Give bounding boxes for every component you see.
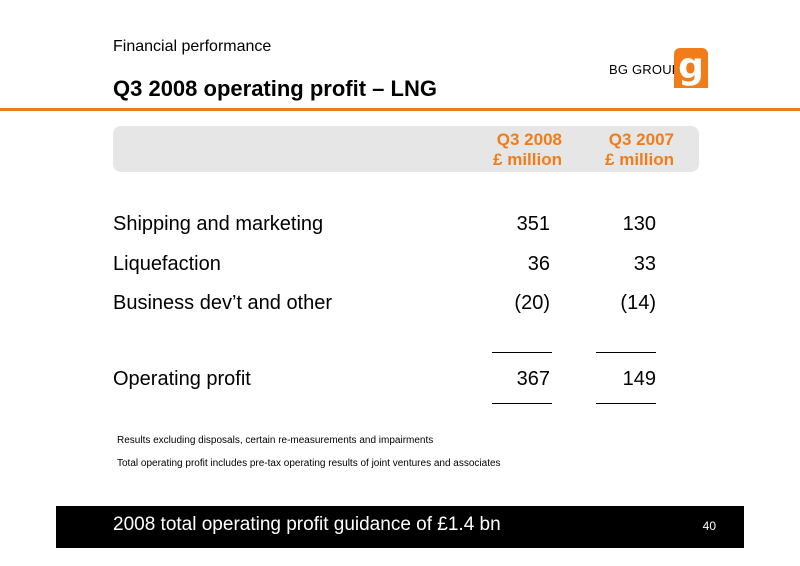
row-label-liquefaction: Liquefaction	[113, 253, 221, 275]
value-liquefaction-2007: 33	[633, 253, 656, 275]
section-title: Financial performance	[113, 38, 272, 55]
row-label-shipping: Shipping and marketing	[113, 213, 324, 235]
row-label-operating-profit: Operating profit	[113, 368, 251, 390]
value-business-dev-2008: (20)	[514, 292, 550, 314]
value-liquefaction-2008: 36	[527, 253, 550, 275]
subtotal-line-2007	[596, 352, 656, 353]
value-shipping-2008: 351	[516, 213, 550, 235]
column-period: Q3 2007	[608, 130, 674, 149]
total-line-2008	[492, 403, 552, 404]
total-line-2007	[596, 403, 656, 404]
footer-bar: 2008 total operating profit guidance of …	[56, 506, 744, 548]
footer-guidance: 2008 total operating profit guidance of …	[113, 514, 501, 535]
column-unit: £ million	[493, 150, 562, 169]
column-header-q3-2007: Q3 2007 £ million	[580, 130, 674, 170]
table-header-band	[113, 126, 699, 172]
value-operating-profit-2007: 149	[622, 368, 656, 390]
page-number: 40	[702, 519, 716, 533]
subtotal-line-2008	[492, 352, 552, 353]
page-title: Q3 2008 operating profit – LNG	[113, 76, 437, 101]
value-operating-profit-2008: 367	[516, 368, 550, 390]
column-unit: £ million	[605, 150, 674, 169]
column-period: Q3 2008	[496, 130, 562, 149]
footnote: Results excluding disposals, certain re-…	[117, 435, 434, 446]
column-header-q3-2008: Q3 2008 £ million	[470, 130, 562, 170]
footnote: Total operating profit includes pre-tax …	[117, 458, 501, 469]
bg-logo-icon: g	[674, 48, 708, 88]
value-business-dev-2007: (14)	[620, 292, 656, 314]
header-divider	[0, 108, 800, 111]
brand-name: BG GROUP	[609, 62, 681, 77]
row-label-business-dev: Business dev’t and other	[113, 292, 333, 314]
value-shipping-2007: 130	[622, 213, 656, 235]
